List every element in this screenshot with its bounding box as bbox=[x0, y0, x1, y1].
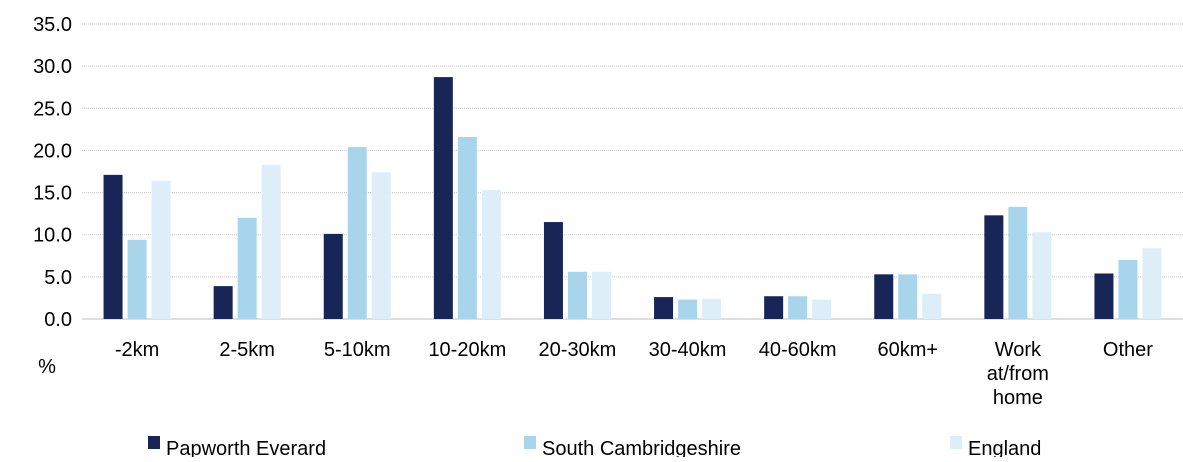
x-tick-label: Work bbox=[995, 339, 1042, 361]
bar-south-cambridgeshire bbox=[237, 217, 257, 319]
x-tick-label: 2-5km bbox=[219, 339, 275, 361]
bar-papworth-everard bbox=[433, 77, 453, 319]
bar-papworth-everard bbox=[1094, 273, 1114, 319]
x-tick-label: 60km+ bbox=[877, 339, 938, 361]
legend-label: England bbox=[968, 438, 1041, 457]
bar-england bbox=[1032, 232, 1052, 319]
bar-south-cambridgeshire bbox=[127, 239, 147, 319]
bar-south-cambridgeshire bbox=[1118, 260, 1138, 319]
bar-england bbox=[481, 190, 501, 319]
bar-south-cambridgeshire bbox=[347, 147, 367, 319]
x-tick-label: -2km bbox=[115, 339, 159, 361]
legend-swatch bbox=[148, 436, 160, 449]
bar-south-cambridgeshire bbox=[678, 299, 698, 319]
y-tick-label: 15.0 bbox=[33, 183, 72, 205]
bar-england bbox=[1142, 248, 1162, 319]
y-tick-label: 10.0 bbox=[33, 225, 72, 247]
x-tick-label: at/from bbox=[987, 363, 1049, 385]
bar-england bbox=[922, 293, 942, 319]
y-tick-label: 5.0 bbox=[44, 267, 72, 289]
bar-papworth-everard bbox=[543, 222, 563, 319]
y-axis-label: % bbox=[38, 356, 56, 378]
bar-papworth-everard bbox=[764, 296, 784, 319]
x-tick-label: 5-10km bbox=[324, 339, 391, 361]
legend-label: Papworth Everard bbox=[166, 438, 326, 457]
x-tick-label: 30-40km bbox=[649, 339, 727, 361]
legend-swatch bbox=[524, 436, 536, 449]
bar-south-cambridgeshire bbox=[898, 274, 918, 319]
bar-papworth-everard bbox=[213, 286, 233, 319]
x-tick-label: 20-30km bbox=[539, 339, 617, 361]
bar-papworth-everard bbox=[874, 274, 894, 319]
bar-papworth-everard bbox=[984, 215, 1004, 319]
bar-south-cambridgeshire bbox=[457, 136, 477, 319]
bar-south-cambridgeshire bbox=[567, 271, 587, 319]
y-tick-label: 35.0 bbox=[33, 14, 72, 36]
bar-papworth-everard bbox=[323, 233, 343, 319]
y-tick-label: 25.0 bbox=[33, 98, 72, 120]
legend-swatch bbox=[950, 436, 962, 449]
bar-england bbox=[151, 180, 171, 319]
bar-england bbox=[591, 271, 611, 319]
x-tick-label: 10-20km bbox=[428, 339, 506, 361]
bar-papworth-everard bbox=[103, 174, 123, 319]
bar-south-cambridgeshire bbox=[1008, 206, 1028, 319]
bar-england bbox=[702, 298, 722, 319]
bar-south-cambridgeshire bbox=[788, 296, 808, 319]
y-tick-label: 0.0 bbox=[44, 309, 72, 331]
y-tick-label: 30.0 bbox=[33, 56, 72, 78]
legend-label: South Cambridgeshire bbox=[542, 438, 741, 457]
x-tick-label: Other bbox=[1103, 339, 1153, 361]
bar-england bbox=[812, 299, 832, 319]
bar-england bbox=[371, 172, 391, 319]
bar-england bbox=[261, 164, 281, 319]
y-tick-label: 20.0 bbox=[33, 140, 72, 162]
x-tick-label: 40-60km bbox=[759, 339, 837, 361]
bar-papworth-everard bbox=[654, 297, 674, 319]
x-tick-label: home bbox=[993, 387, 1043, 409]
